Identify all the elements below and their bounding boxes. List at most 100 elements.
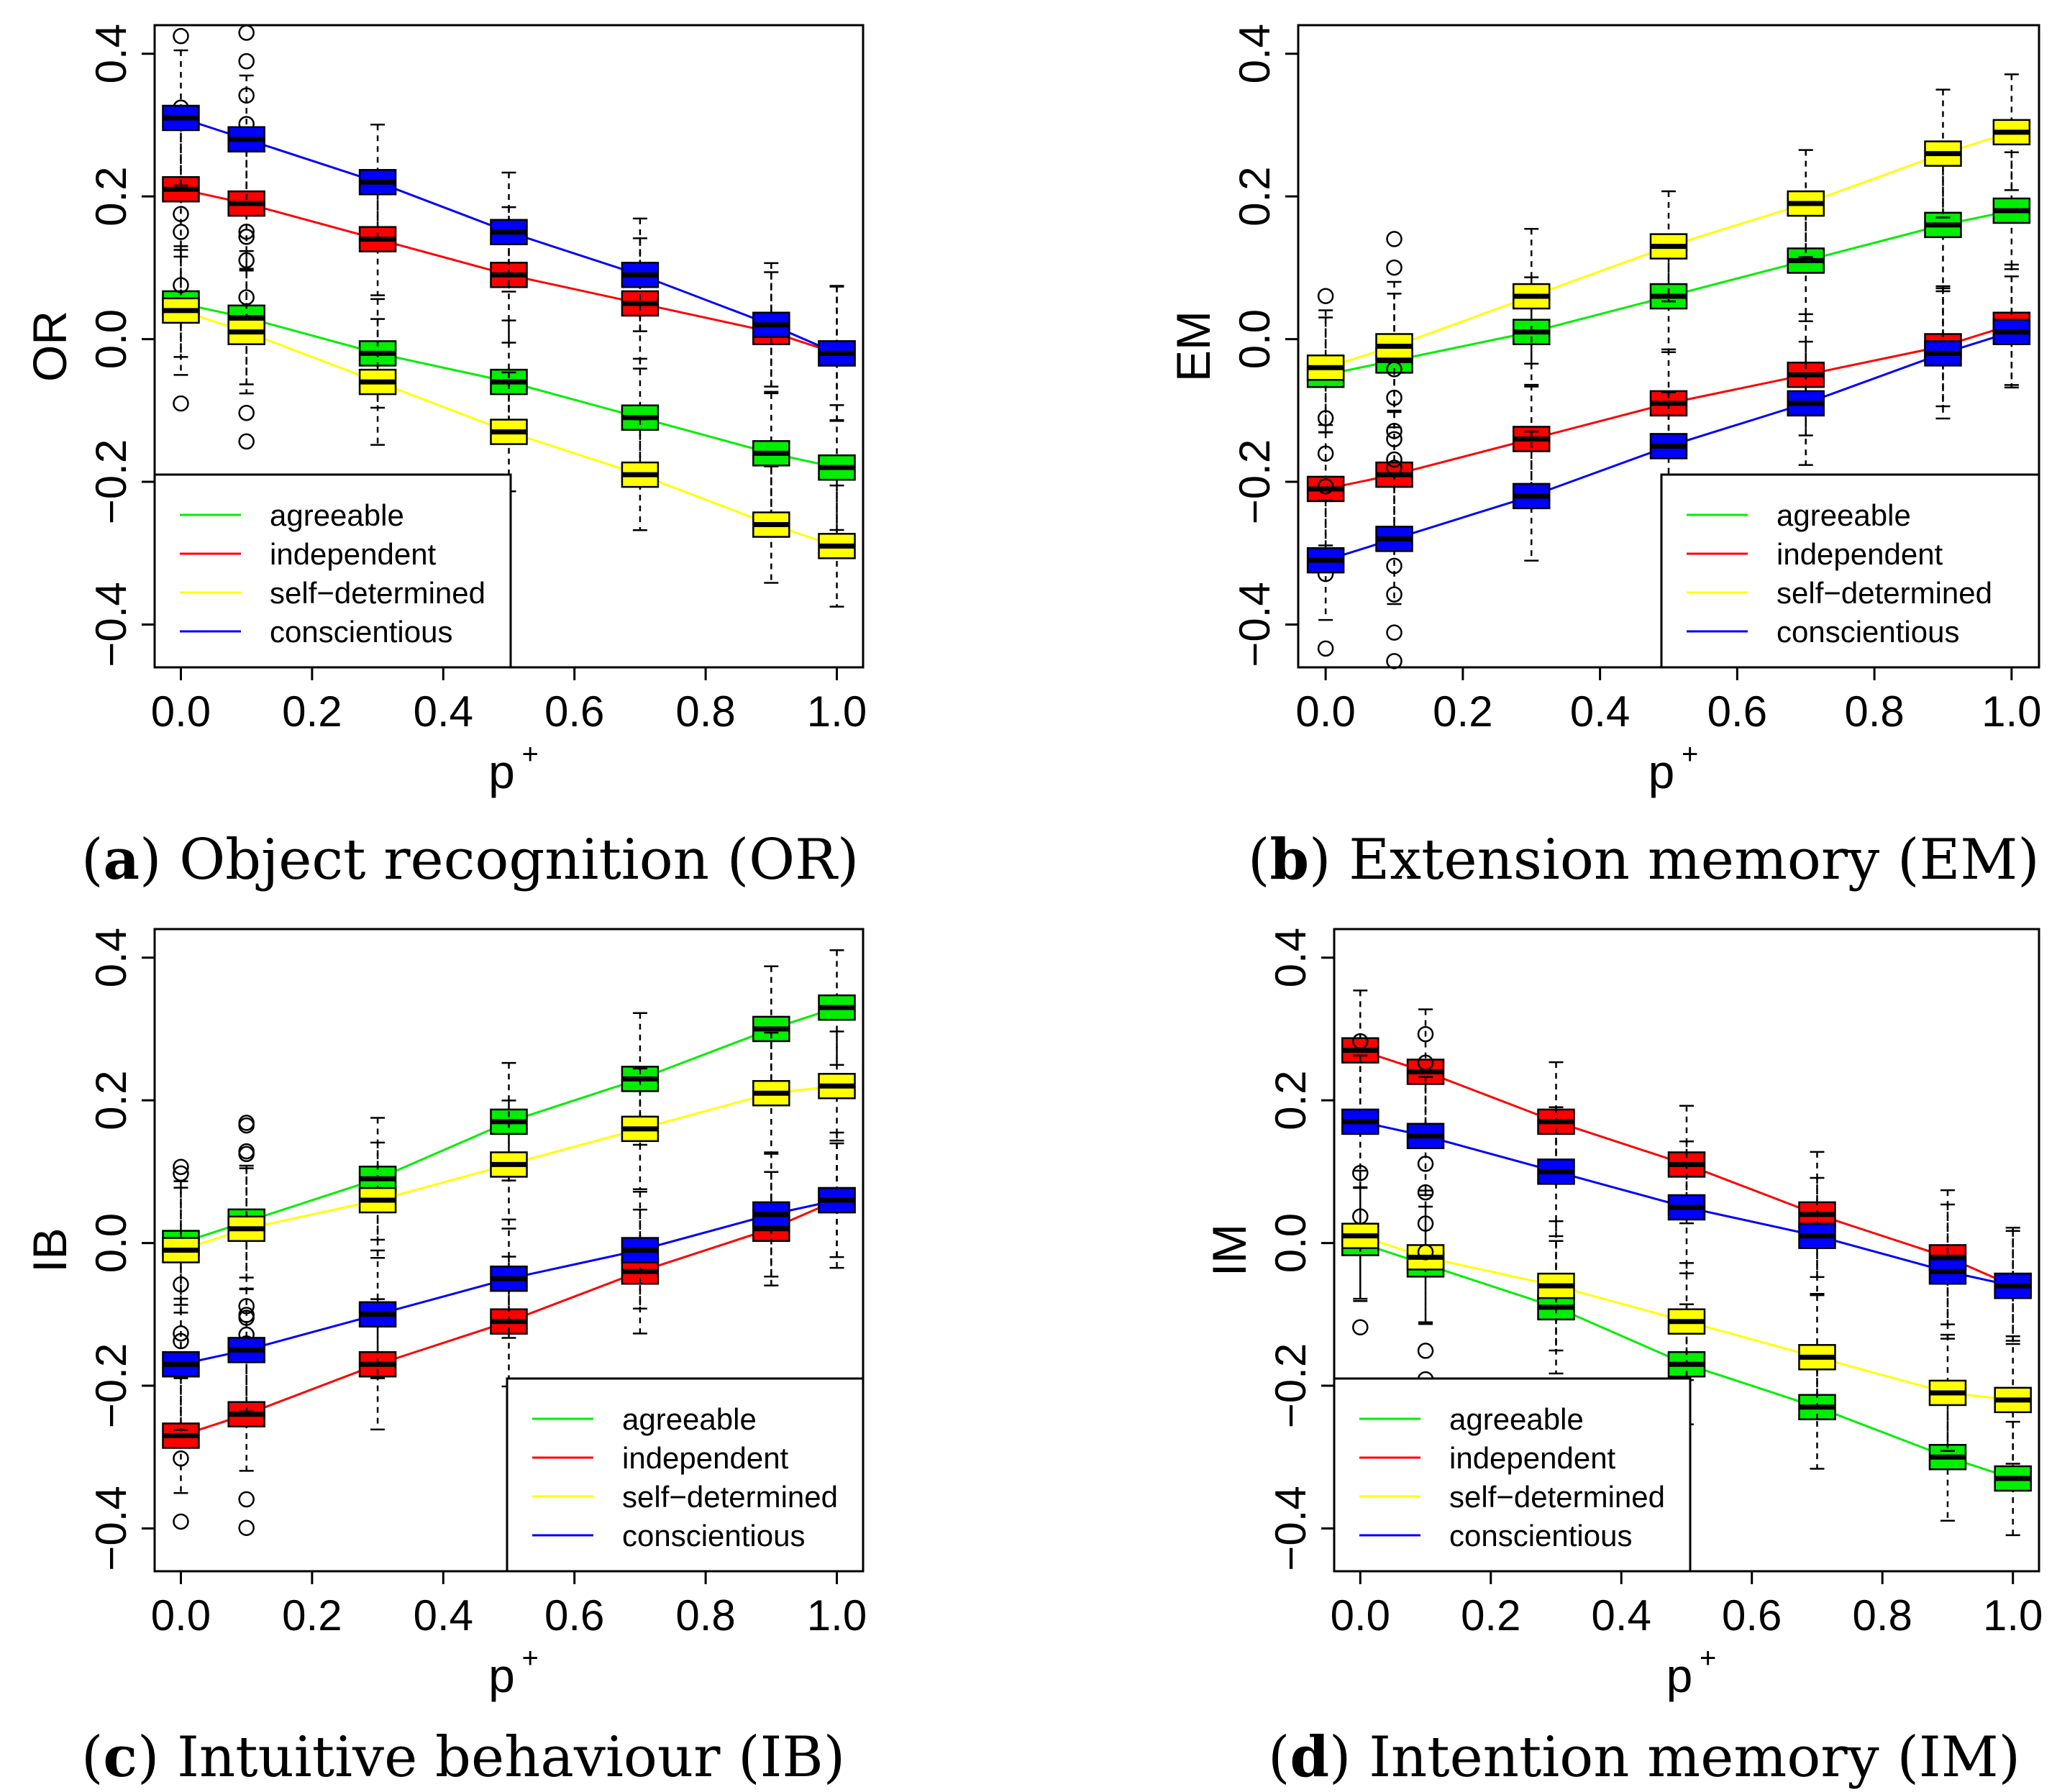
- y-tick-label: −0.4: [1267, 1486, 1315, 1571]
- legend-label: conscientious: [1449, 1519, 1632, 1553]
- legend: agreeable independent self−determined consc…: [1333, 1377, 1692, 1573]
- outlier-point: [1352, 1033, 1369, 1050]
- x-axis-label: p: [1666, 1649, 1693, 1702]
- x-axis-label-superscript: +: [1682, 739, 1698, 770]
- x-axis-label: p: [488, 745, 515, 798]
- chart-panel-a: 0.0 0.2 0.4 0.6 0.8 1.0 −0.4 −0.2 0.0 0.2 0.4 OR p + a…: [23, 24, 867, 892]
- x-tick-label: 0.2: [1433, 687, 1492, 736]
- outlier-point: [1352, 1319, 1369, 1336]
- y-axis-label: OR: [23, 311, 76, 382]
- x-tick-label: 0.4: [414, 687, 473, 736]
- y-tick-label: 0.0: [87, 1213, 135, 1273]
- caption-letter: d: [1290, 1724, 1329, 1790]
- series-2: [162, 224, 856, 608]
- outlier-point: [238, 24, 255, 41]
- y-tick-label: 0.2: [87, 166, 135, 226]
- x-tick-label: 0.4: [1592, 1591, 1651, 1640]
- legend-label: agreeable: [622, 1402, 757, 1436]
- legend-label: self−determined: [1776, 576, 1992, 610]
- series-3: [1306, 275, 2031, 669]
- y-tick-label: −0.2: [87, 439, 135, 524]
- outlier-point: [1417, 1025, 1434, 1043]
- x-axis-label: p: [488, 1649, 515, 1702]
- y-tick-label: 0.4: [1231, 24, 1279, 83]
- x-tick-label: 0.8: [675, 687, 735, 736]
- outlier-point: [1317, 445, 1334, 462]
- x-tick-label: 0.2: [282, 687, 342, 736]
- outlier-point: [173, 1165, 189, 1182]
- chart-panel-d: 0.0 0.2 0.4 0.6 0.8 1.0 −0.4 −0.2 0.0 0.2 0.4 IM p + a…: [1203, 928, 2043, 1790]
- series-2: [1306, 73, 2031, 476]
- outlier-point: [173, 1276, 189, 1293]
- outlier-point: [1352, 1208, 1369, 1225]
- legend-box: [1333, 1377, 1692, 1573]
- x-axis-label-superscript: +: [522, 739, 539, 770]
- outlier-point: [173, 1513, 189, 1530]
- y-tick-label: 0.2: [87, 1070, 135, 1130]
- x-tick-label: 1.0: [1981, 687, 2041, 736]
- caption-paren: (: [81, 1725, 103, 1790]
- legend-label: agreeable: [270, 498, 404, 532]
- y-tick-label: −0.2: [1231, 439, 1279, 524]
- x-tick-label: 0.4: [1570, 687, 1630, 736]
- series-2: [1341, 1169, 2032, 1465]
- x-tick-label: 0.0: [151, 1591, 211, 1640]
- chart-panel-c: 0.0 0.2 0.4 0.6 0.8 1.0 −0.4 −0.2 0.0 0.2 0.4 IB p + a…: [23, 928, 867, 1790]
- caption-letter: c: [103, 1724, 137, 1790]
- outlier-point: [238, 52, 255, 70]
- series-3: [162, 1142, 856, 1467]
- legend: agreeable independent self−determined consc…: [506, 1377, 865, 1573]
- outlier-point: [238, 252, 255, 269]
- y-tick-label: 0.4: [87, 24, 135, 83]
- series-0: [162, 949, 856, 1343]
- x-tick-label: 0.8: [1853, 1591, 1912, 1640]
- x-tick-label: 0.8: [1844, 687, 1904, 736]
- outlier-point: [1317, 640, 1334, 657]
- x-tick-label: 0.2: [1461, 1591, 1520, 1640]
- x-tick-label: 0.0: [151, 687, 211, 736]
- y-tick-label: −0.2: [87, 1343, 135, 1428]
- outlier-point: [1386, 624, 1402, 641]
- legend: agreeable independent self−determined consc…: [1660, 473, 2040, 669]
- caption-text: ) Extension memory (EM): [1309, 828, 2040, 892]
- legend-label: agreeable: [1449, 1402, 1584, 1436]
- y-tick-label: 0.0: [1231, 309, 1279, 369]
- outlier-point: [1386, 451, 1402, 468]
- y-tick-label: 0.2: [1231, 166, 1279, 226]
- y-axis-label: IM: [1203, 1224, 1256, 1276]
- outlier-point: [1417, 1343, 1434, 1359]
- series-2: [162, 1030, 856, 1355]
- outlier-point: [1417, 1054, 1434, 1071]
- y-axis-label: EM: [1167, 311, 1220, 382]
- y-tick-label: 0.0: [1267, 1213, 1315, 1273]
- legend-label: self−determined: [1449, 1480, 1665, 1514]
- x-tick-label: 1.0: [807, 687, 867, 736]
- legend-box: [506, 1377, 865, 1573]
- x-tick-label: 0.6: [544, 1591, 604, 1640]
- panel-caption: (a) Object recognition (OR): [81, 827, 859, 892]
- caption-letter: a: [103, 827, 140, 892]
- legend: agreeable independent self−determined consc…: [153, 473, 512, 669]
- y-tick-label: −0.4: [1231, 582, 1279, 667]
- y-tick-label: −0.2: [1267, 1343, 1315, 1428]
- caption-paren: (: [81, 828, 103, 892]
- outlier-point: [238, 223, 255, 240]
- outlier-point: [238, 404, 255, 421]
- series-3: [1341, 1025, 2032, 1345]
- legend-label: conscientious: [270, 615, 452, 649]
- legend-box: [153, 473, 512, 669]
- outlier-point: [1386, 423, 1402, 439]
- y-tick-label: −0.4: [87, 582, 135, 667]
- caption-paren: (: [1268, 1725, 1290, 1790]
- legend-label: conscientious: [622, 1519, 805, 1553]
- x-axis-label-superscript: +: [522, 1642, 539, 1674]
- x-tick-label: 0.0: [1331, 1591, 1390, 1640]
- outlier-point: [1417, 1215, 1434, 1232]
- legend-label: self−determined: [270, 576, 485, 610]
- y-tick-label: 0.4: [1267, 928, 1315, 987]
- y-tick-label: 0.2: [1267, 1070, 1315, 1130]
- outlier-point: [1386, 259, 1402, 276]
- caption-paren: (: [1248, 828, 1269, 892]
- legend-label: independent: [270, 537, 437, 571]
- outlier-point: [173, 224, 189, 240]
